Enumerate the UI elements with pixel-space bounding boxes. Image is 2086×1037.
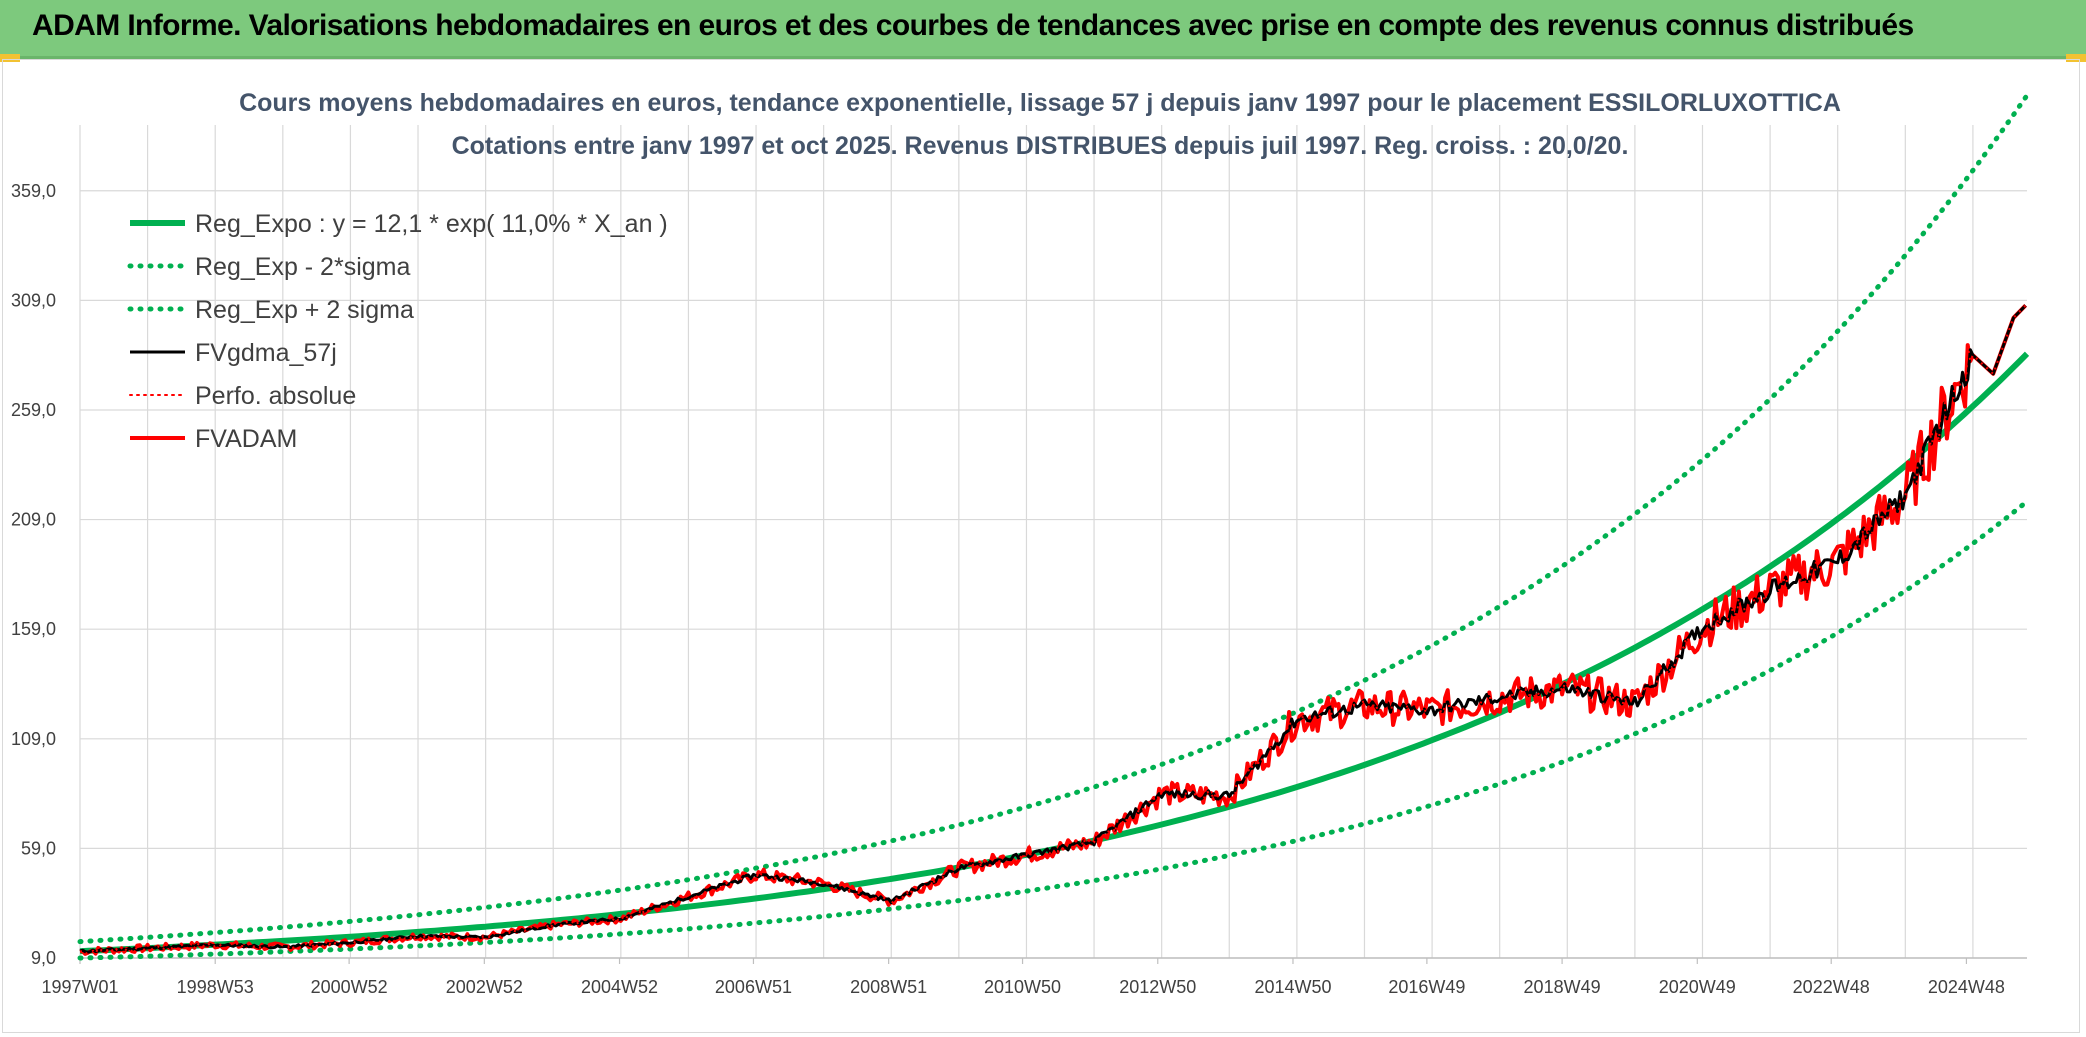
legend: Reg_Expo : y = 12,1 * exp( 11,0% * X_an … xyxy=(127,210,668,453)
x-tick-label: 2016W49 xyxy=(1388,977,1465,997)
legend-label: Reg_Exp + 2 sigma xyxy=(195,296,414,324)
banner-title: ADAM Informe. Valorisations hebdomadaire… xyxy=(32,9,1914,42)
x-tick-label: 2000W52 xyxy=(311,977,388,997)
chart-subtitle: Cotations entre janv 1997 et oct 2025. R… xyxy=(452,132,1629,160)
x-tick-label: 2006W51 xyxy=(715,977,792,997)
axes: 9,0 59,0 109,0 159,0 209,0 259,0 309,0 359,0 199… xyxy=(11,181,2027,997)
x-tick-label: 1997W01 xyxy=(41,977,118,997)
x-tick-label: 2014W50 xyxy=(1254,977,1331,997)
series-reg-exp-plus-2sigma xyxy=(77,92,2030,945)
legend-label: Reg_Expo : y = 12,1 * exp( 11,0% * X_an … xyxy=(195,210,668,238)
y-tick-label: 259,0 xyxy=(11,400,56,420)
y-tick-label: 309,0 xyxy=(11,290,56,310)
legend-label: FVADAM xyxy=(195,425,297,453)
legend-label: Reg_Exp - 2*sigma xyxy=(195,253,410,281)
x-tick-label: 2008W51 xyxy=(850,977,927,997)
y-tick-label: 59,0 xyxy=(21,838,56,858)
y-tick-label: 9,0 xyxy=(31,948,56,968)
y-tick-label: 159,0 xyxy=(11,619,56,639)
x-tick-label: 2004W52 xyxy=(581,977,658,997)
x-tick-label: 2020W49 xyxy=(1659,977,1736,997)
y-tick-label: 359,0 xyxy=(11,181,56,201)
series-fvgdma-57j xyxy=(79,304,2027,954)
corner-marker-left xyxy=(0,54,20,62)
legend-label: Perfo. absolue xyxy=(195,382,356,410)
y-tick-label: 209,0 xyxy=(11,510,56,530)
series-reg-expo xyxy=(79,351,2030,955)
x-tick-label: 2022W48 xyxy=(1793,977,1870,997)
x-tick-label: 2012W50 xyxy=(1119,977,1196,997)
x-tick-label: 2010W50 xyxy=(984,977,1061,997)
grid xyxy=(79,125,2027,959)
chart-frame xyxy=(2,59,2080,1033)
legend-label: FVgdma_57j xyxy=(195,339,337,367)
x-tick-label: 1998W53 xyxy=(177,977,254,997)
x-tick-label: 2018W49 xyxy=(1524,977,1601,997)
x-tick-label: 2024W48 xyxy=(1928,977,2005,997)
y-tick-label: 109,0 xyxy=(11,729,56,749)
x-tick-label: 2002W52 xyxy=(446,977,523,997)
chart-title: Cours moyens hebdomadaires en euros, ten… xyxy=(239,89,1841,117)
series-reg-exp-minus-2sigma xyxy=(77,499,2030,961)
header-banner: ADAM Informe. Valorisations hebdomadaire… xyxy=(0,0,2086,59)
corner-marker-right xyxy=(2066,54,2086,62)
series-perfo-absolue xyxy=(79,304,2027,956)
plot-area xyxy=(77,92,2030,961)
